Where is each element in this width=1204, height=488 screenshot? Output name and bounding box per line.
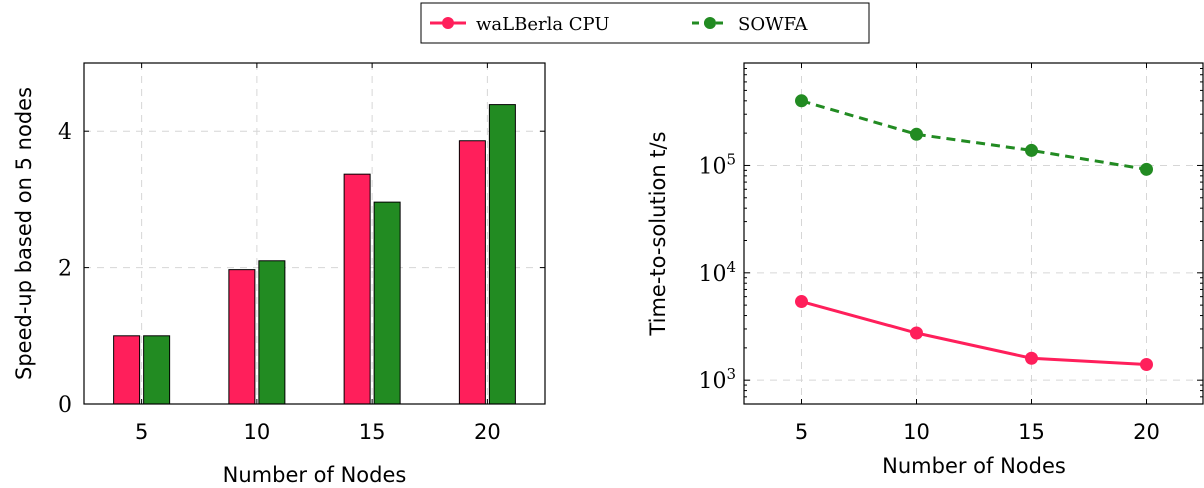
speedup-bar-chart: 5 10 15 20 0 2 4 Number of Nodes Speed-up base… <box>12 62 546 487</box>
time-x-tick-label: 20 <box>1133 420 1160 444</box>
point-walberla-20 <box>1140 357 1153 371</box>
bar-sowfa-20 <box>488 104 516 405</box>
speedup-x-tick-label: 10 <box>244 420 271 444</box>
time-y-axis-label: Time-to-solution t/s <box>646 131 670 336</box>
legend-item-sowfa: SOWFA <box>692 14 809 35</box>
legend-sowfa-label: SOWFA <box>738 14 809 35</box>
time-y-tick-label: 105 <box>698 150 736 179</box>
speedup-plot-frame <box>83 62 546 405</box>
time-to-solution-chart: 5 10 15 20 103 104 105 Number of Nodes Time-to… <box>646 62 1204 478</box>
time-series <box>795 94 1153 371</box>
point-sowfa-10 <box>910 127 923 141</box>
legend-item-walberla: waLBerla CPU <box>430 14 610 35</box>
bar-walberla-15 <box>343 173 371 405</box>
speedup-x-axis-label: Number of Nodes <box>223 463 407 487</box>
speedup-x-tick-label: 5 <box>135 420 148 444</box>
time-x-tick-label: 5 <box>795 420 808 444</box>
time-ticks: 5 10 15 20 103 104 105 <box>698 62 1203 444</box>
time-y-tick-label: 104 <box>698 258 736 287</box>
speedup-y-tick-label: 4 <box>58 120 72 145</box>
bar-walberla-10 <box>228 269 256 405</box>
series-line-walberla <box>801 300 1147 366</box>
speedup-bars <box>113 104 516 405</box>
legend-box <box>420 2 870 44</box>
point-walberla-10 <box>910 326 923 340</box>
time-x-tick-label: 15 <box>1018 420 1045 444</box>
time-x-axis-label: Number of Nodes <box>882 454 1066 478</box>
legend-sowfa-marker <box>704 17 716 29</box>
bar-sowfa-15 <box>373 201 401 405</box>
legend-walberla-label: waLBerla CPU <box>476 14 610 35</box>
bar-walberla-20 <box>458 140 486 405</box>
speedup-ticks: 5 10 15 20 0 2 4 <box>58 63 545 444</box>
time-x-tick-label: 10 <box>903 420 930 444</box>
series-line-sowfa <box>801 99 1147 171</box>
speedup-x-tick-label: 20 <box>474 420 501 444</box>
time-plot-frame <box>743 62 1204 405</box>
point-sowfa-20 <box>1140 162 1153 176</box>
time-grid <box>744 63 1204 404</box>
time-y-tick-label: 103 <box>698 365 736 394</box>
legend-walberla-marker <box>442 17 454 29</box>
bar-sowfa-10 <box>258 260 286 405</box>
bar-sowfa-5 <box>143 335 171 405</box>
point-sowfa-15 <box>1025 143 1038 157</box>
speedup-y-tick-label: 2 <box>58 257 72 282</box>
speedup-y-axis-label: Speed-up based on 5 nodes <box>12 87 36 380</box>
point-walberla-15 <box>1025 351 1038 365</box>
speedup-grid <box>84 63 545 404</box>
point-walberla-5 <box>795 295 808 309</box>
point-sowfa-5 <box>795 94 808 108</box>
speedup-x-tick-label: 15 <box>359 420 386 444</box>
bar-walberla-5 <box>113 335 141 405</box>
speedup-y-tick-label: 0 <box>58 393 72 418</box>
legend: waLBerla CPU SOWFA <box>420 2 870 44</box>
